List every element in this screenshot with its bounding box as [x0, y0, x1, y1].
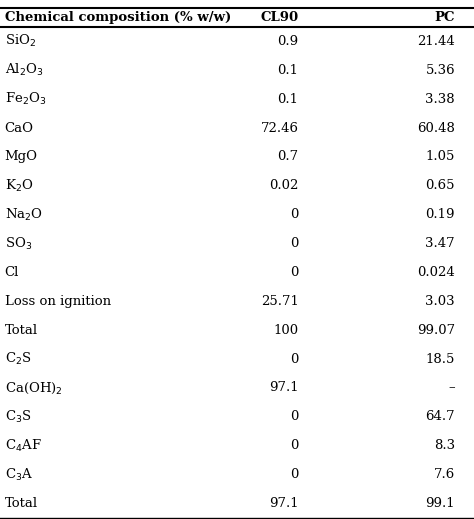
- Text: 0.024: 0.024: [417, 266, 455, 279]
- Text: C$_2$S: C$_2$S: [5, 351, 31, 367]
- Text: SiO$_2$: SiO$_2$: [5, 33, 36, 49]
- Text: 5.36: 5.36: [425, 64, 455, 77]
- Text: 0: 0: [290, 237, 299, 250]
- Text: CL90: CL90: [261, 11, 299, 24]
- Text: 0: 0: [290, 352, 299, 365]
- Text: 99.1: 99.1: [425, 497, 455, 510]
- Text: C$_4$AF: C$_4$AF: [5, 438, 41, 454]
- Text: Loss on ignition: Loss on ignition: [5, 295, 111, 308]
- Text: 3.03: 3.03: [425, 295, 455, 308]
- Text: Ca(OH)$_2$: Ca(OH)$_2$: [5, 380, 63, 395]
- Text: 97.1: 97.1: [269, 381, 299, 394]
- Text: 8.3: 8.3: [434, 439, 455, 452]
- Text: 21.44: 21.44: [417, 35, 455, 48]
- Text: 0.1: 0.1: [278, 93, 299, 106]
- Text: Al$_2$O$_3$: Al$_2$O$_3$: [5, 62, 43, 78]
- Text: 1.05: 1.05: [426, 151, 455, 163]
- Text: 3.38: 3.38: [425, 93, 455, 106]
- Text: 0: 0: [290, 208, 299, 221]
- Text: 99.07: 99.07: [417, 324, 455, 337]
- Text: MgO: MgO: [5, 151, 38, 163]
- Text: 64.7: 64.7: [425, 411, 455, 424]
- Text: 0.02: 0.02: [269, 180, 299, 193]
- Text: 0.65: 0.65: [426, 180, 455, 193]
- Text: 0.7: 0.7: [277, 151, 299, 163]
- Text: Fe$_2$O$_3$: Fe$_2$O$_3$: [5, 91, 46, 107]
- Text: Total: Total: [5, 324, 38, 337]
- Text: 0: 0: [290, 266, 299, 279]
- Text: Cl: Cl: [5, 266, 19, 279]
- Text: K$_2$O: K$_2$O: [5, 178, 33, 194]
- Text: Na$_2$O: Na$_2$O: [5, 207, 43, 223]
- Text: 60.48: 60.48: [417, 121, 455, 134]
- Text: 0.9: 0.9: [277, 35, 299, 48]
- Text: PC: PC: [435, 11, 455, 24]
- Text: 0: 0: [290, 468, 299, 481]
- Text: 72.46: 72.46: [261, 121, 299, 134]
- Text: 18.5: 18.5: [426, 352, 455, 365]
- Text: 25.71: 25.71: [261, 295, 299, 308]
- Text: 3.47: 3.47: [425, 237, 455, 250]
- Text: C$_3$A: C$_3$A: [5, 467, 33, 483]
- Text: 0: 0: [290, 439, 299, 452]
- Text: 0.19: 0.19: [426, 208, 455, 221]
- Text: 0: 0: [290, 411, 299, 424]
- Text: SO$_3$: SO$_3$: [5, 236, 32, 252]
- Text: 97.1: 97.1: [269, 497, 299, 510]
- Text: CaO: CaO: [5, 121, 34, 134]
- Text: 7.6: 7.6: [434, 468, 455, 481]
- Text: C$_3$S: C$_3$S: [5, 409, 31, 425]
- Text: 0.1: 0.1: [278, 64, 299, 77]
- Text: Total: Total: [5, 497, 38, 510]
- Text: Chemical composition (% w/w): Chemical composition (% w/w): [5, 11, 231, 24]
- Text: –: –: [448, 381, 455, 394]
- Text: 100: 100: [273, 324, 299, 337]
